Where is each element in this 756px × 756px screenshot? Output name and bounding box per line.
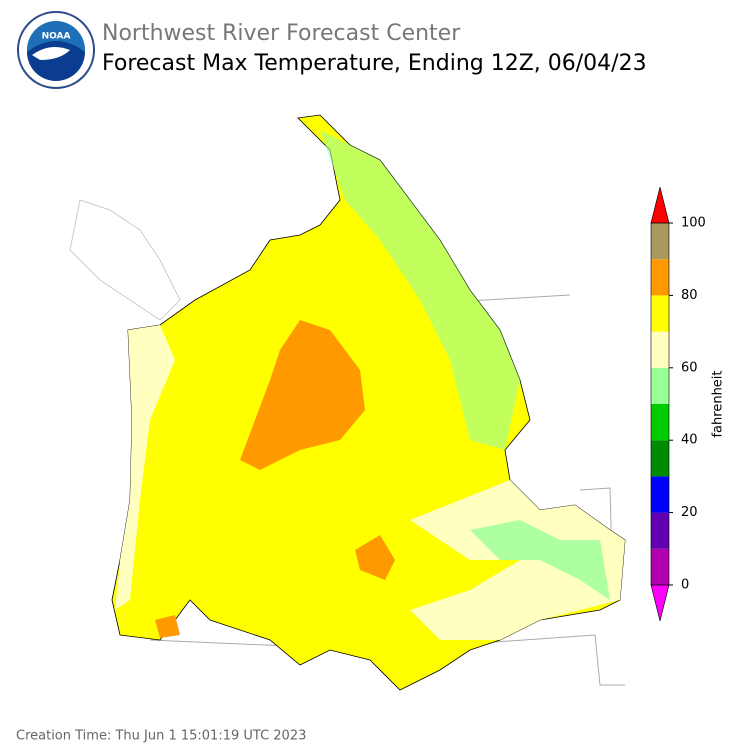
colorbar-over — [650, 186, 670, 224]
svg-text:NOAA: NOAA — [42, 32, 71, 42]
colorbar-tick-label: 0 — [681, 578, 689, 593]
temperature-field — [320, 130, 520, 450]
colorbar-bin — [651, 548, 669, 585]
creation-time: Creation Time: Thu Jun 1 15:01:19 UTC 20… — [16, 729, 306, 744]
colorbar-tick-label: 100 — [681, 216, 706, 231]
colorbar-bin — [651, 331, 669, 368]
subtitle: Forecast Max Temperature, Ending 12Z, 06… — [102, 51, 647, 76]
colorbar-bin — [651, 476, 669, 513]
colorbar-bin — [651, 404, 669, 441]
coastline — [69, 199, 181, 321]
colorbar-bin — [651, 295, 669, 332]
colorbar-tick-label: 20 — [681, 505, 698, 520]
colorbar-label: fahrenheit — [711, 370, 726, 437]
temperature-field — [470, 520, 610, 600]
colorbar-tick-label: 40 — [681, 433, 698, 448]
colorbar-bin — [651, 223, 669, 260]
colorbar-frame — [650, 222, 670, 586]
map — [69, 114, 626, 691]
colorbar-tick-label: 60 — [681, 360, 698, 375]
colorbar-bin — [651, 440, 669, 477]
noaa-logo: NOAA — [17, 11, 95, 89]
colorbar-bin — [651, 259, 669, 296]
temperature-field — [155, 615, 180, 638]
colorbar: 0 20 40 60 80 100 fahrenheit — [650, 186, 726, 622]
title: Northwest River Forecast Center — [102, 21, 461, 46]
colorbar-tick-label: 80 — [681, 288, 698, 303]
colorbar-under — [650, 584, 670, 622]
temperature-field — [240, 320, 365, 470]
colorbar-bin — [651, 512, 669, 549]
temperature-field — [115, 325, 175, 610]
colorbar-bin — [651, 367, 669, 404]
temperature-field — [355, 535, 395, 580]
